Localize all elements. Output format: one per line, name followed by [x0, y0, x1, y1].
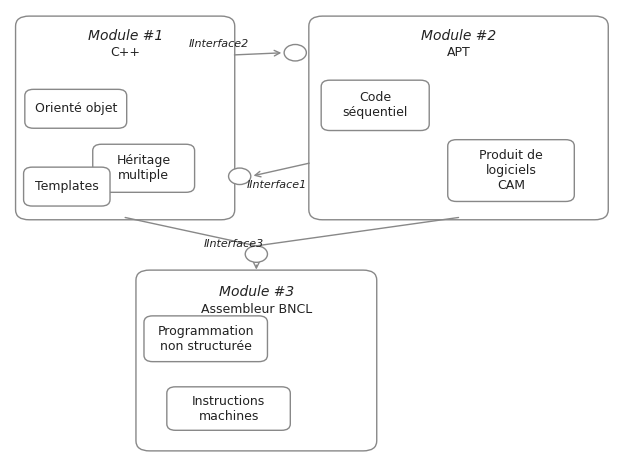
Text: Orienté objet: Orienté objet	[35, 102, 117, 115]
FancyBboxPatch shape	[321, 80, 429, 130]
Text: IInterface2: IInterface2	[188, 40, 249, 50]
Text: IInterface1: IInterface1	[247, 180, 307, 191]
Text: IInterface3: IInterface3	[204, 239, 264, 248]
Text: Module #2: Module #2	[421, 29, 496, 43]
Text: APT: APT	[447, 46, 471, 59]
Circle shape	[229, 168, 251, 184]
Text: Templates: Templates	[35, 180, 99, 193]
Text: Produit de
logiciels
CAM: Produit de logiciels CAM	[479, 149, 543, 192]
FancyBboxPatch shape	[309, 16, 609, 220]
Text: Module #1: Module #1	[88, 29, 163, 43]
FancyBboxPatch shape	[136, 270, 377, 451]
FancyBboxPatch shape	[16, 16, 235, 220]
Circle shape	[284, 44, 306, 61]
Text: Assembleur BNCL: Assembleur BNCL	[201, 303, 312, 316]
Circle shape	[245, 246, 268, 262]
FancyBboxPatch shape	[167, 387, 290, 430]
FancyBboxPatch shape	[448, 140, 575, 201]
FancyBboxPatch shape	[25, 89, 127, 128]
FancyBboxPatch shape	[93, 144, 195, 192]
Text: C++: C++	[110, 46, 140, 59]
FancyBboxPatch shape	[144, 316, 268, 361]
Text: Héritage
multiple: Héritage multiple	[117, 154, 171, 182]
Text: Instructions
machines: Instructions machines	[192, 395, 265, 423]
FancyBboxPatch shape	[23, 167, 110, 206]
Text: Code
séquentiel: Code séquentiel	[343, 92, 408, 120]
Text: Programmation
non structurée: Programmation non structurée	[158, 325, 254, 353]
Text: Module #3: Module #3	[219, 284, 294, 298]
